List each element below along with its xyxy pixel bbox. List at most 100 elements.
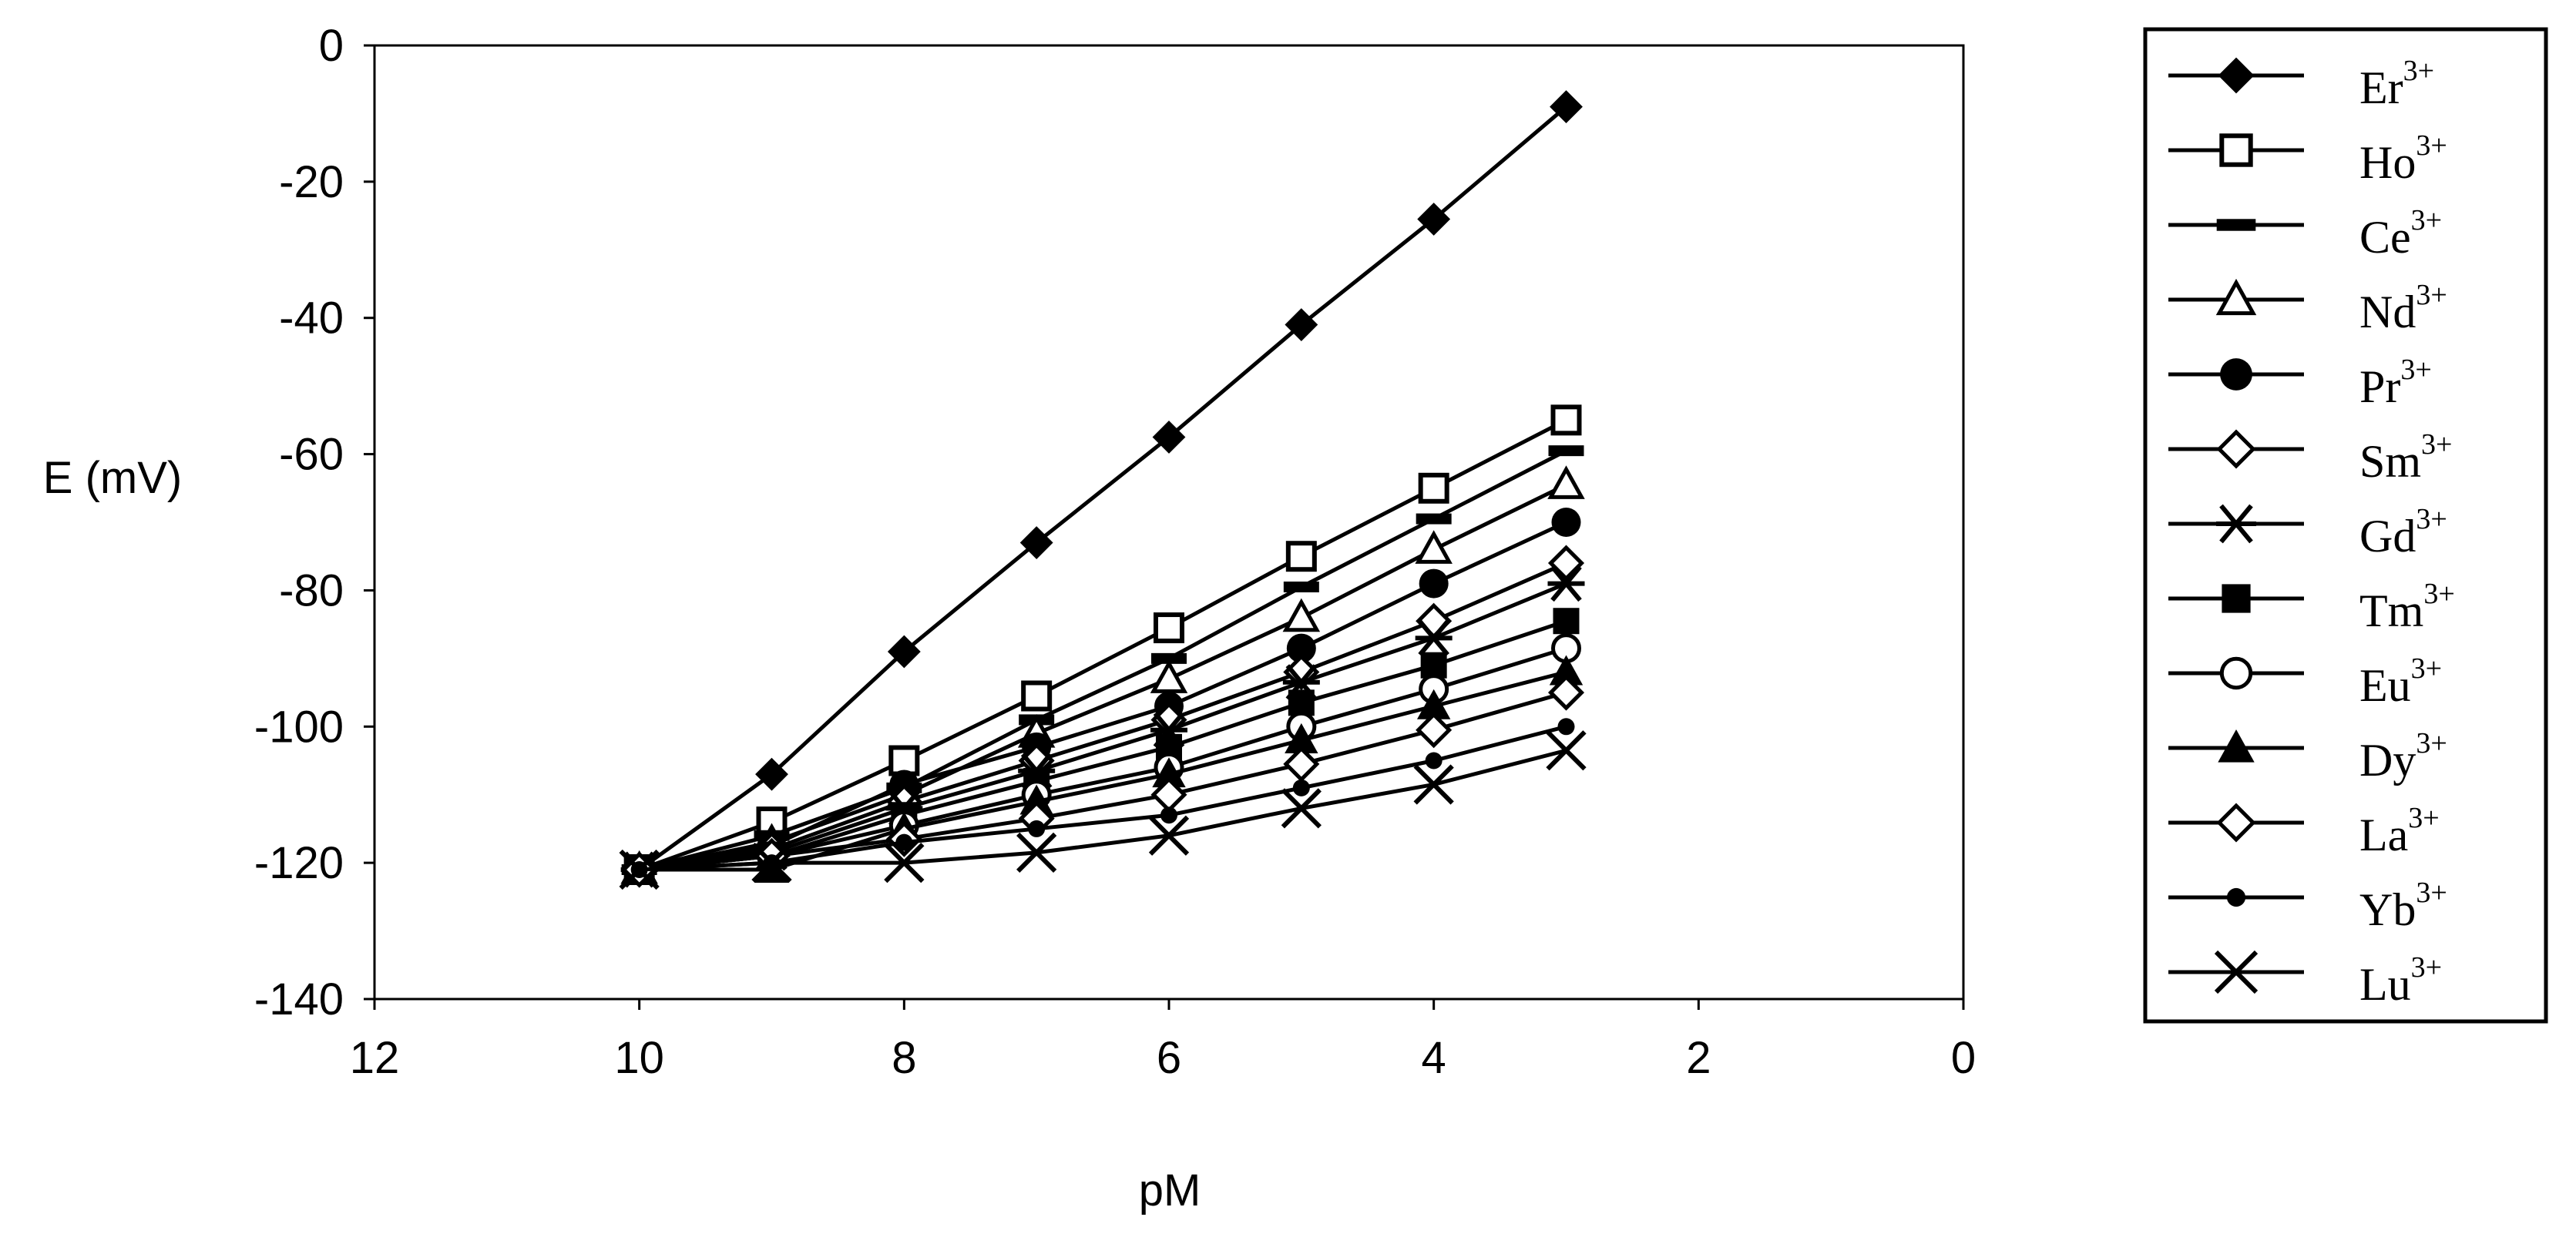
- data-point-lu: [1016, 832, 1057, 873]
- legend-marker-ho: [2219, 133, 2253, 167]
- data-point-yb: [1292, 779, 1310, 796]
- y-tick-label: -120: [254, 838, 344, 888]
- data-point-er: [1152, 421, 1186, 454]
- data-point-er: [1285, 308, 1318, 341]
- legend-charge: 3+: [2421, 428, 2452, 461]
- series-line-yb: [639, 724, 1567, 872]
- legend-item-pr: Pr3+: [2168, 354, 2432, 412]
- legend-charge: 3+: [2411, 204, 2442, 236]
- legend-charge: 3+: [2416, 503, 2447, 535]
- data-point-nd: [1547, 465, 1585, 499]
- data-point-nd: [1150, 659, 1188, 693]
- data-point-yb: [895, 833, 913, 851]
- series-line-pr: [639, 520, 1567, 872]
- legend-charge: 3+: [2416, 727, 2447, 759]
- data-point-lu: [1281, 788, 1322, 829]
- y-tick-label: -140: [254, 974, 344, 1024]
- legend-marker-pr: [2220, 358, 2252, 391]
- data-point-lu: [751, 843, 792, 884]
- data-point-lu: [1148, 815, 1190, 856]
- legend-marker-la: [2216, 803, 2256, 843]
- legend-marker-tm: [2222, 584, 2251, 613]
- legend-charge: 3+: [2423, 578, 2454, 610]
- data-point-pr: [1551, 508, 1581, 537]
- legend-charge: 3+: [2403, 55, 2434, 87]
- legend-charge: 3+: [2416, 877, 2447, 909]
- data-point-pr: [1419, 568, 1449, 599]
- x-tick-label: 8: [892, 1033, 916, 1083]
- series-line-er: [638, 105, 1568, 872]
- data-point-ho: [1285, 541, 1317, 572]
- legend-label-pr: Pr3+: [2359, 354, 2432, 412]
- data-point-la: [1547, 674, 1585, 711]
- legend-marker-sm: [2216, 429, 2256, 469]
- x-tick-label: 6: [1157, 1033, 1181, 1083]
- data-point-lu: [1413, 764, 1454, 805]
- data-point-er: [1417, 203, 1451, 236]
- data-point-lu: [619, 849, 660, 890]
- data-point-nd: [1415, 530, 1453, 564]
- legend-marker-ce: [2216, 219, 2256, 231]
- data-point-la: [1416, 712, 1453, 749]
- y-tick-label: -60: [279, 430, 344, 480]
- series-line-la: [639, 690, 1567, 872]
- data-point-gd: [1547, 565, 1585, 602]
- legend-label-eu: Eu3+: [2359, 652, 2442, 711]
- legend-marker-yb: [2226, 887, 2246, 907]
- legend-marker-lu: [2214, 950, 2259, 994]
- data-point-nd: [1282, 598, 1321, 632]
- plot-area: [373, 44, 1965, 1001]
- series-line-sm: [639, 561, 1567, 872]
- legend-item-sm: Sm3+: [2168, 428, 2452, 487]
- data-point-tm: [1420, 652, 1447, 679]
- data-point-pr: [1286, 633, 1316, 663]
- data-point-yb: [1557, 718, 1575, 736]
- data-point-ce: [1416, 513, 1452, 525]
- series-ho: [623, 404, 1582, 885]
- data-point-gd: [1415, 619, 1453, 656]
- legend-item-tm: Tm3+: [2168, 578, 2455, 636]
- legend-label-tm: Tm3+: [2359, 578, 2455, 636]
- legend-item-yb: Yb3+: [2168, 877, 2447, 935]
- data-point-ho: [1021, 680, 1053, 712]
- series-line-lu: [639, 748, 1567, 872]
- legend-charge: 3+: [2411, 951, 2442, 984]
- legend-charge: 3+: [2416, 129, 2447, 162]
- data-point-yb: [1028, 820, 1046, 837]
- data-point-ho: [888, 745, 920, 776]
- series-layer: [619, 90, 1587, 890]
- legend: Er3+Ho3+Ce3+Nd3+Pr3+Sm3+Gd3+Tm3+Eu3+Dy3+…: [2143, 27, 2548, 1024]
- y-tick-label: -20: [279, 157, 344, 207]
- x-tick-label: 2: [1686, 1033, 1711, 1083]
- legend-item-ho: Ho3+: [2168, 129, 2447, 188]
- data-point-tm: [1553, 608, 1580, 635]
- series-line-ho: [638, 418, 1567, 872]
- series-line-eu: [639, 646, 1567, 872]
- data-point-yb: [1425, 752, 1442, 770]
- data-point-er: [1550, 90, 1583, 123]
- data-point-er: [887, 635, 921, 669]
- y-tick-label: -40: [279, 293, 344, 344]
- legend-charge: 3+: [2411, 652, 2442, 685]
- data-point-yb: [1160, 806, 1177, 824]
- x-tick-label: 12: [350, 1033, 400, 1083]
- data-point-er: [1019, 526, 1053, 559]
- data-point-lu: [1546, 730, 1587, 771]
- x-axis: 12 10 8 6 4 2 0: [350, 999, 1976, 1083]
- x-tick-label: 4: [1422, 1033, 1446, 1083]
- x-tick-label: 10: [614, 1033, 664, 1083]
- data-point-ce: [1151, 652, 1187, 664]
- y-tick-label: 0: [319, 21, 344, 71]
- x-tick-label: 0: [1951, 1033, 1976, 1083]
- legend-charge: 3+: [2416, 279, 2447, 311]
- y-axis: 0 -20 -40 -60 -80 -100 -120 -140: [254, 21, 374, 1024]
- data-point-er: [755, 757, 788, 791]
- y-tick-label: -100: [254, 702, 344, 752]
- data-point-ce: [1548, 445, 1584, 457]
- x-axis-label: pM: [1139, 1165, 1201, 1215]
- legend-item-la: La3+: [2168, 802, 2440, 860]
- legend-marker-nd: [2215, 278, 2257, 316]
- plot-border: [373, 44, 1965, 1001]
- legend-charge: 3+: [2408, 802, 2439, 834]
